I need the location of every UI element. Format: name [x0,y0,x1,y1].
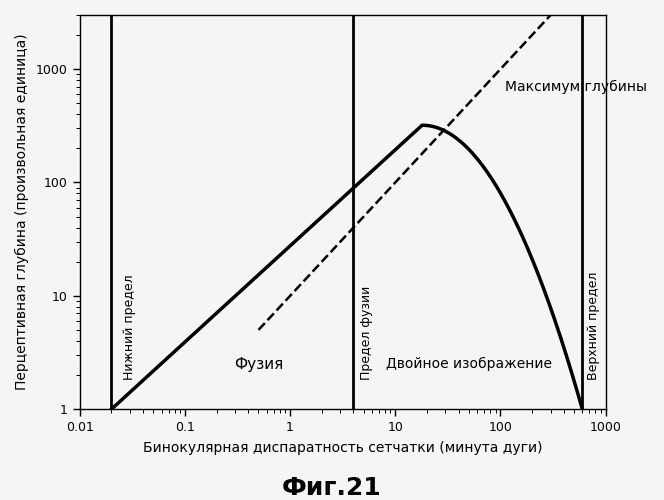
X-axis label: Бинокулярная диспаратность сетчатки (минута дуги): Бинокулярная диспаратность сетчатки (мин… [143,441,542,455]
Text: Фузия: Фузия [234,356,283,372]
Text: Предел фузии: Предел фузии [360,286,373,380]
Text: Максимум глубины: Максимум глубины [505,80,647,94]
Text: Нижний предел: Нижний предел [124,274,136,380]
Y-axis label: Перцептивная глубина (произвольная единица): Перцептивная глубина (произвольная едини… [15,34,29,391]
Text: Верхний предел: Верхний предел [587,272,600,380]
Text: Фиг.21: Фиг.21 [282,476,382,500]
Text: Двойное изображение: Двойное изображение [386,357,552,371]
